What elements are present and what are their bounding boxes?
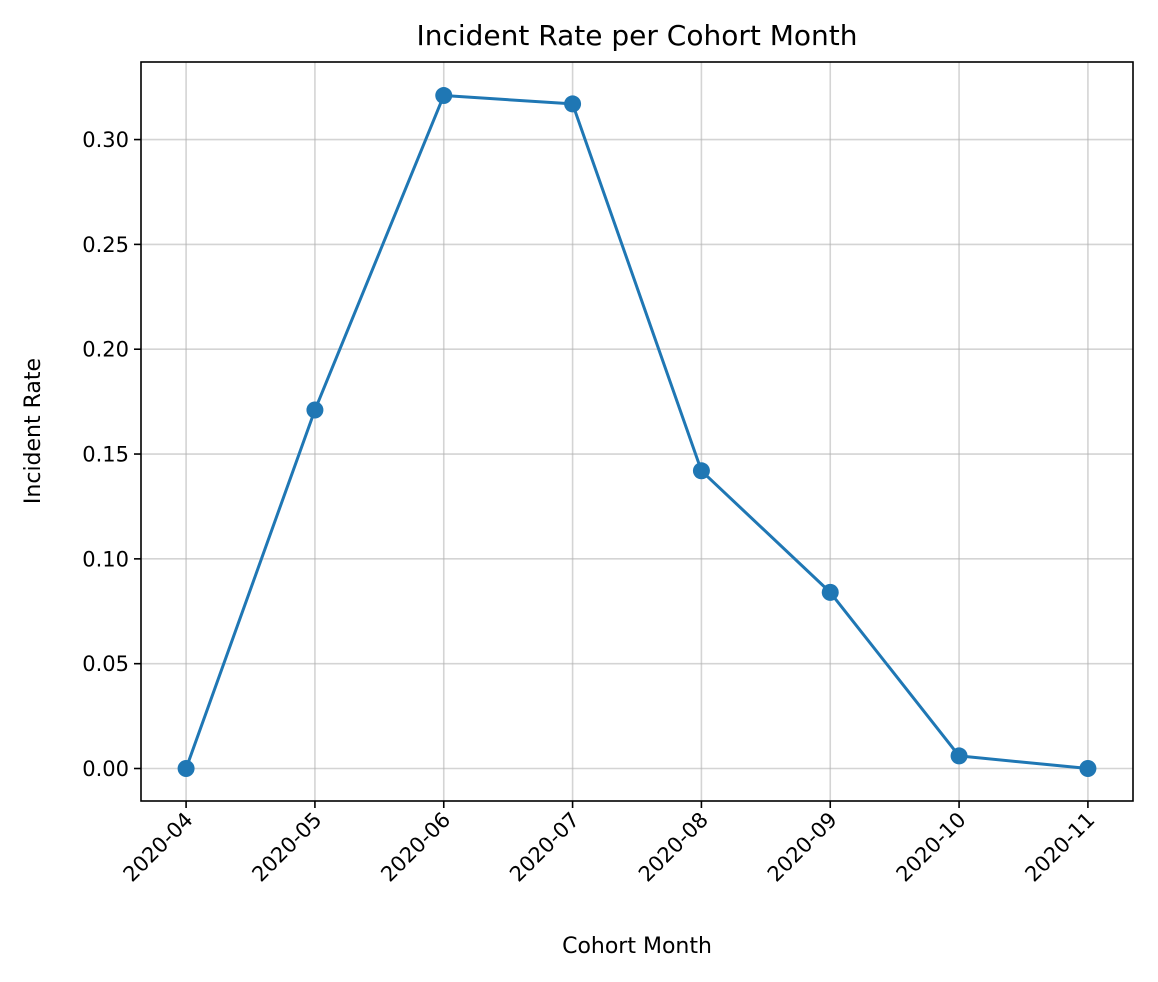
x-axis-ticks: 2020-04 2020-05 2020-06 2020-07 2020-08 2020-… [119, 801, 1099, 887]
x-tick-label: 2020-09 [763, 808, 842, 887]
chart-title: Incident Rate per Cohort Month [416, 19, 857, 52]
x-tick-label: 2020-11 [1020, 808, 1099, 887]
y-tick-label: 0.10 [82, 547, 129, 571]
y-axis-label: Incident Rate [21, 358, 46, 504]
x-tick-label: 2020-06 [376, 808, 455, 887]
x-tick-label: 2020-05 [247, 808, 326, 887]
x-tick-label: 2020-04 [119, 808, 198, 887]
data-point [306, 401, 324, 419]
data-point [564, 95, 582, 113]
data-point [1079, 760, 1097, 778]
series-layer [177, 87, 1097, 778]
y-tick-label: 0.30 [82, 128, 129, 152]
y-tick-label: 0.05 [82, 652, 129, 676]
data-point [950, 747, 968, 765]
y-tick-label: 0.20 [82, 338, 129, 362]
data-point [821, 583, 839, 601]
x-tick-label: 2020-10 [892, 808, 971, 887]
x-tick-label: 2020-07 [505, 808, 584, 887]
x-axis-label: Cohort Month [562, 934, 712, 959]
y-tick-label: 0.15 [82, 443, 129, 467]
y-tick-label: 0.25 [82, 233, 129, 257]
x-tick-label: 2020-08 [634, 808, 713, 887]
series-line [184, 94, 1090, 771]
y-tick-label: 0.00 [82, 757, 129, 781]
plot-frame [140, 61, 1134, 802]
y-axis-ticks: 0.00 0.05 0.10 0.15 0.20 0.25 0.30 [82, 128, 141, 781]
data-point [435, 87, 453, 105]
data-point [692, 462, 710, 480]
data-point [177, 760, 195, 778]
grid-lines [141, 62, 1133, 801]
